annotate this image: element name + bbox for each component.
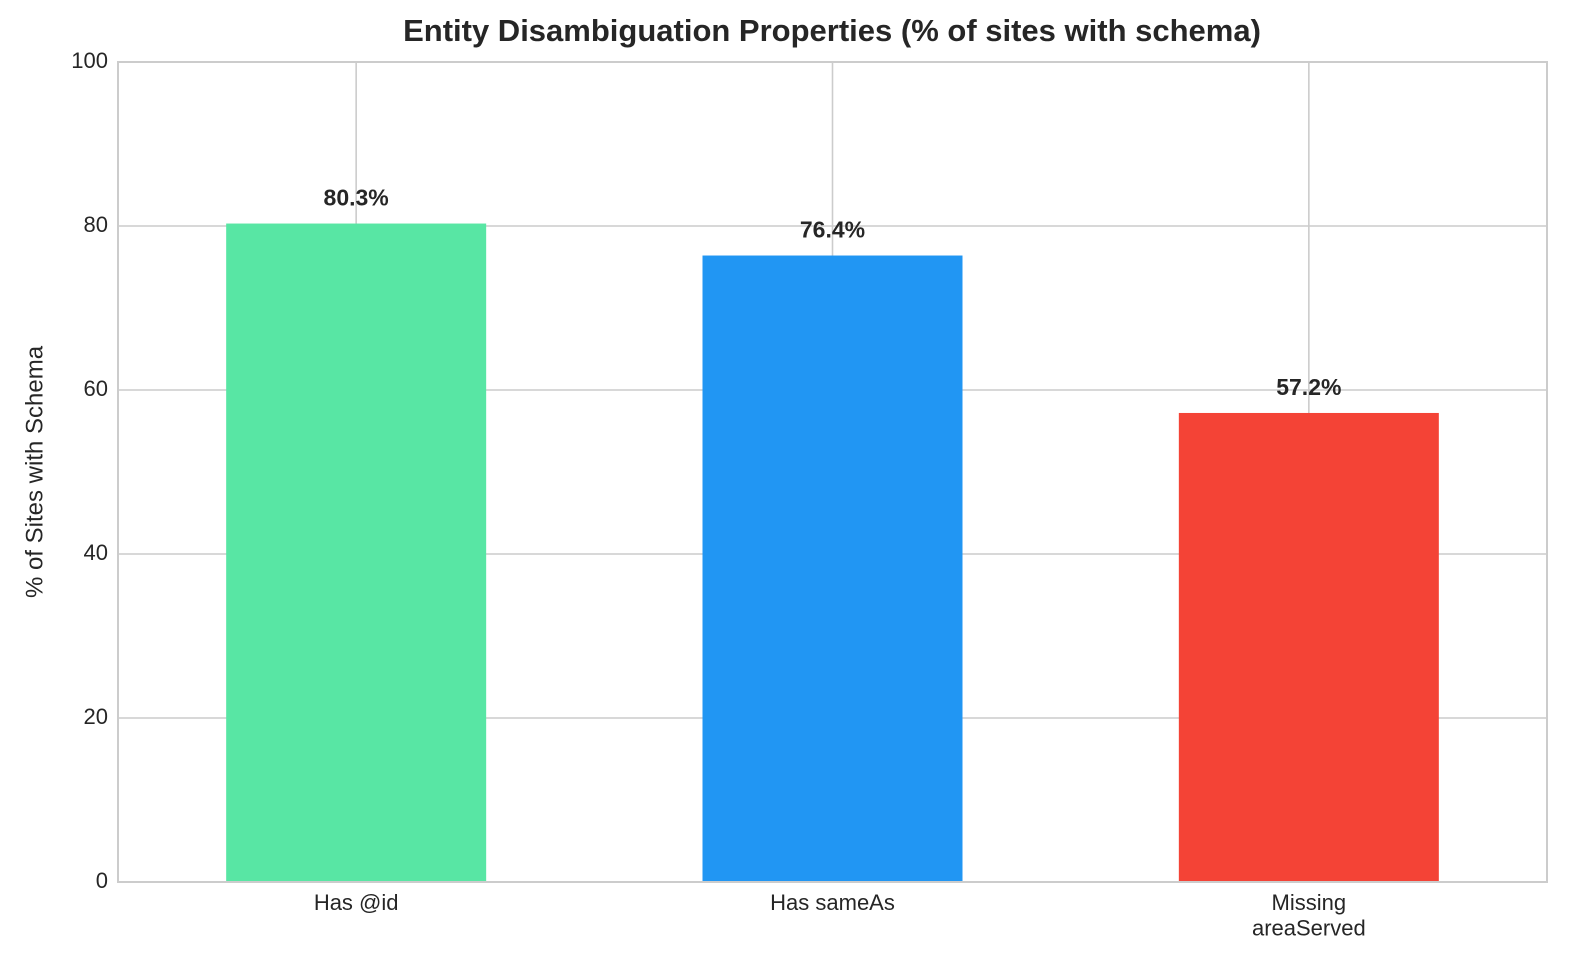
value-label: 76.4% <box>800 217 865 243</box>
plot-frame <box>117 61 1548 883</box>
y-axis-label: % of Sites with Schema <box>21 345 48 598</box>
x-tick-label: Has @id <box>314 890 399 915</box>
value-label: 80.3% <box>324 185 389 211</box>
y-tick-label: 20 <box>84 704 108 729</box>
x-tick-label: Has sameAs <box>770 890 895 915</box>
chart-title: Entity Disambiguation Properties (% of s… <box>403 13 1261 48</box>
bar <box>226 223 487 883</box>
value-label: 57.2% <box>1276 374 1341 400</box>
y-tick-label: 100 <box>71 48 108 73</box>
y-tick-label: 0 <box>96 868 108 893</box>
bar <box>1178 412 1439 882</box>
y-tick-label: 60 <box>84 376 108 401</box>
bar <box>702 255 963 882</box>
y-tick-label: 80 <box>84 212 108 237</box>
y-tick-label: 40 <box>84 540 108 565</box>
x-tick-label: Missing areaServed <box>1252 890 1366 940</box>
